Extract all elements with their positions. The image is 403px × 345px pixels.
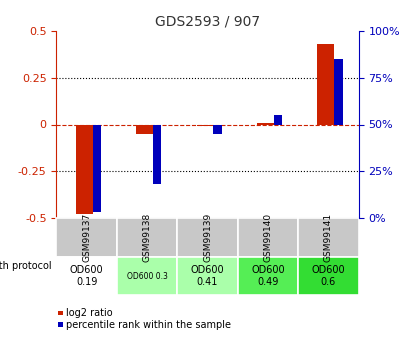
Bar [153,125,162,184]
Text: log2 ratio: log2 ratio [66,308,112,318]
Bar [238,218,298,257]
Bar [177,257,238,295]
Text: GSM99137: GSM99137 [82,213,91,262]
Bar [298,257,359,295]
Bar [274,115,283,125]
Text: OD600 0.3: OD600 0.3 [127,272,168,280]
Bar [117,257,177,295]
Bar [214,125,222,134]
Bar [136,125,153,134]
Bar [318,44,334,125]
Bar [76,125,93,214]
Bar [257,122,274,125]
Text: growth protocol: growth protocol [0,262,52,272]
Bar [58,322,63,327]
Bar [58,310,63,315]
Text: OD600
0.19: OD600 0.19 [70,265,104,287]
Bar [93,125,101,212]
Text: OD600
0.41: OD600 0.41 [191,265,224,287]
Bar [334,59,343,125]
Text: GSM99138: GSM99138 [143,213,152,262]
Bar [56,257,117,295]
Bar [238,257,298,295]
Bar [177,218,238,257]
Bar [197,125,214,126]
Text: GSM99139: GSM99139 [203,213,212,262]
Text: GSM99140: GSM99140 [264,213,272,262]
Title: GDS2593 / 907: GDS2593 / 907 [155,14,260,29]
Bar [298,218,359,257]
Text: OD600
0.49: OD600 0.49 [251,265,285,287]
Text: percentile rank within the sample: percentile rank within the sample [66,319,231,329]
Bar [56,218,117,257]
Bar [117,218,177,257]
Text: GSM99141: GSM99141 [324,213,333,262]
Text: OD600
0.6: OD600 0.6 [312,265,345,287]
